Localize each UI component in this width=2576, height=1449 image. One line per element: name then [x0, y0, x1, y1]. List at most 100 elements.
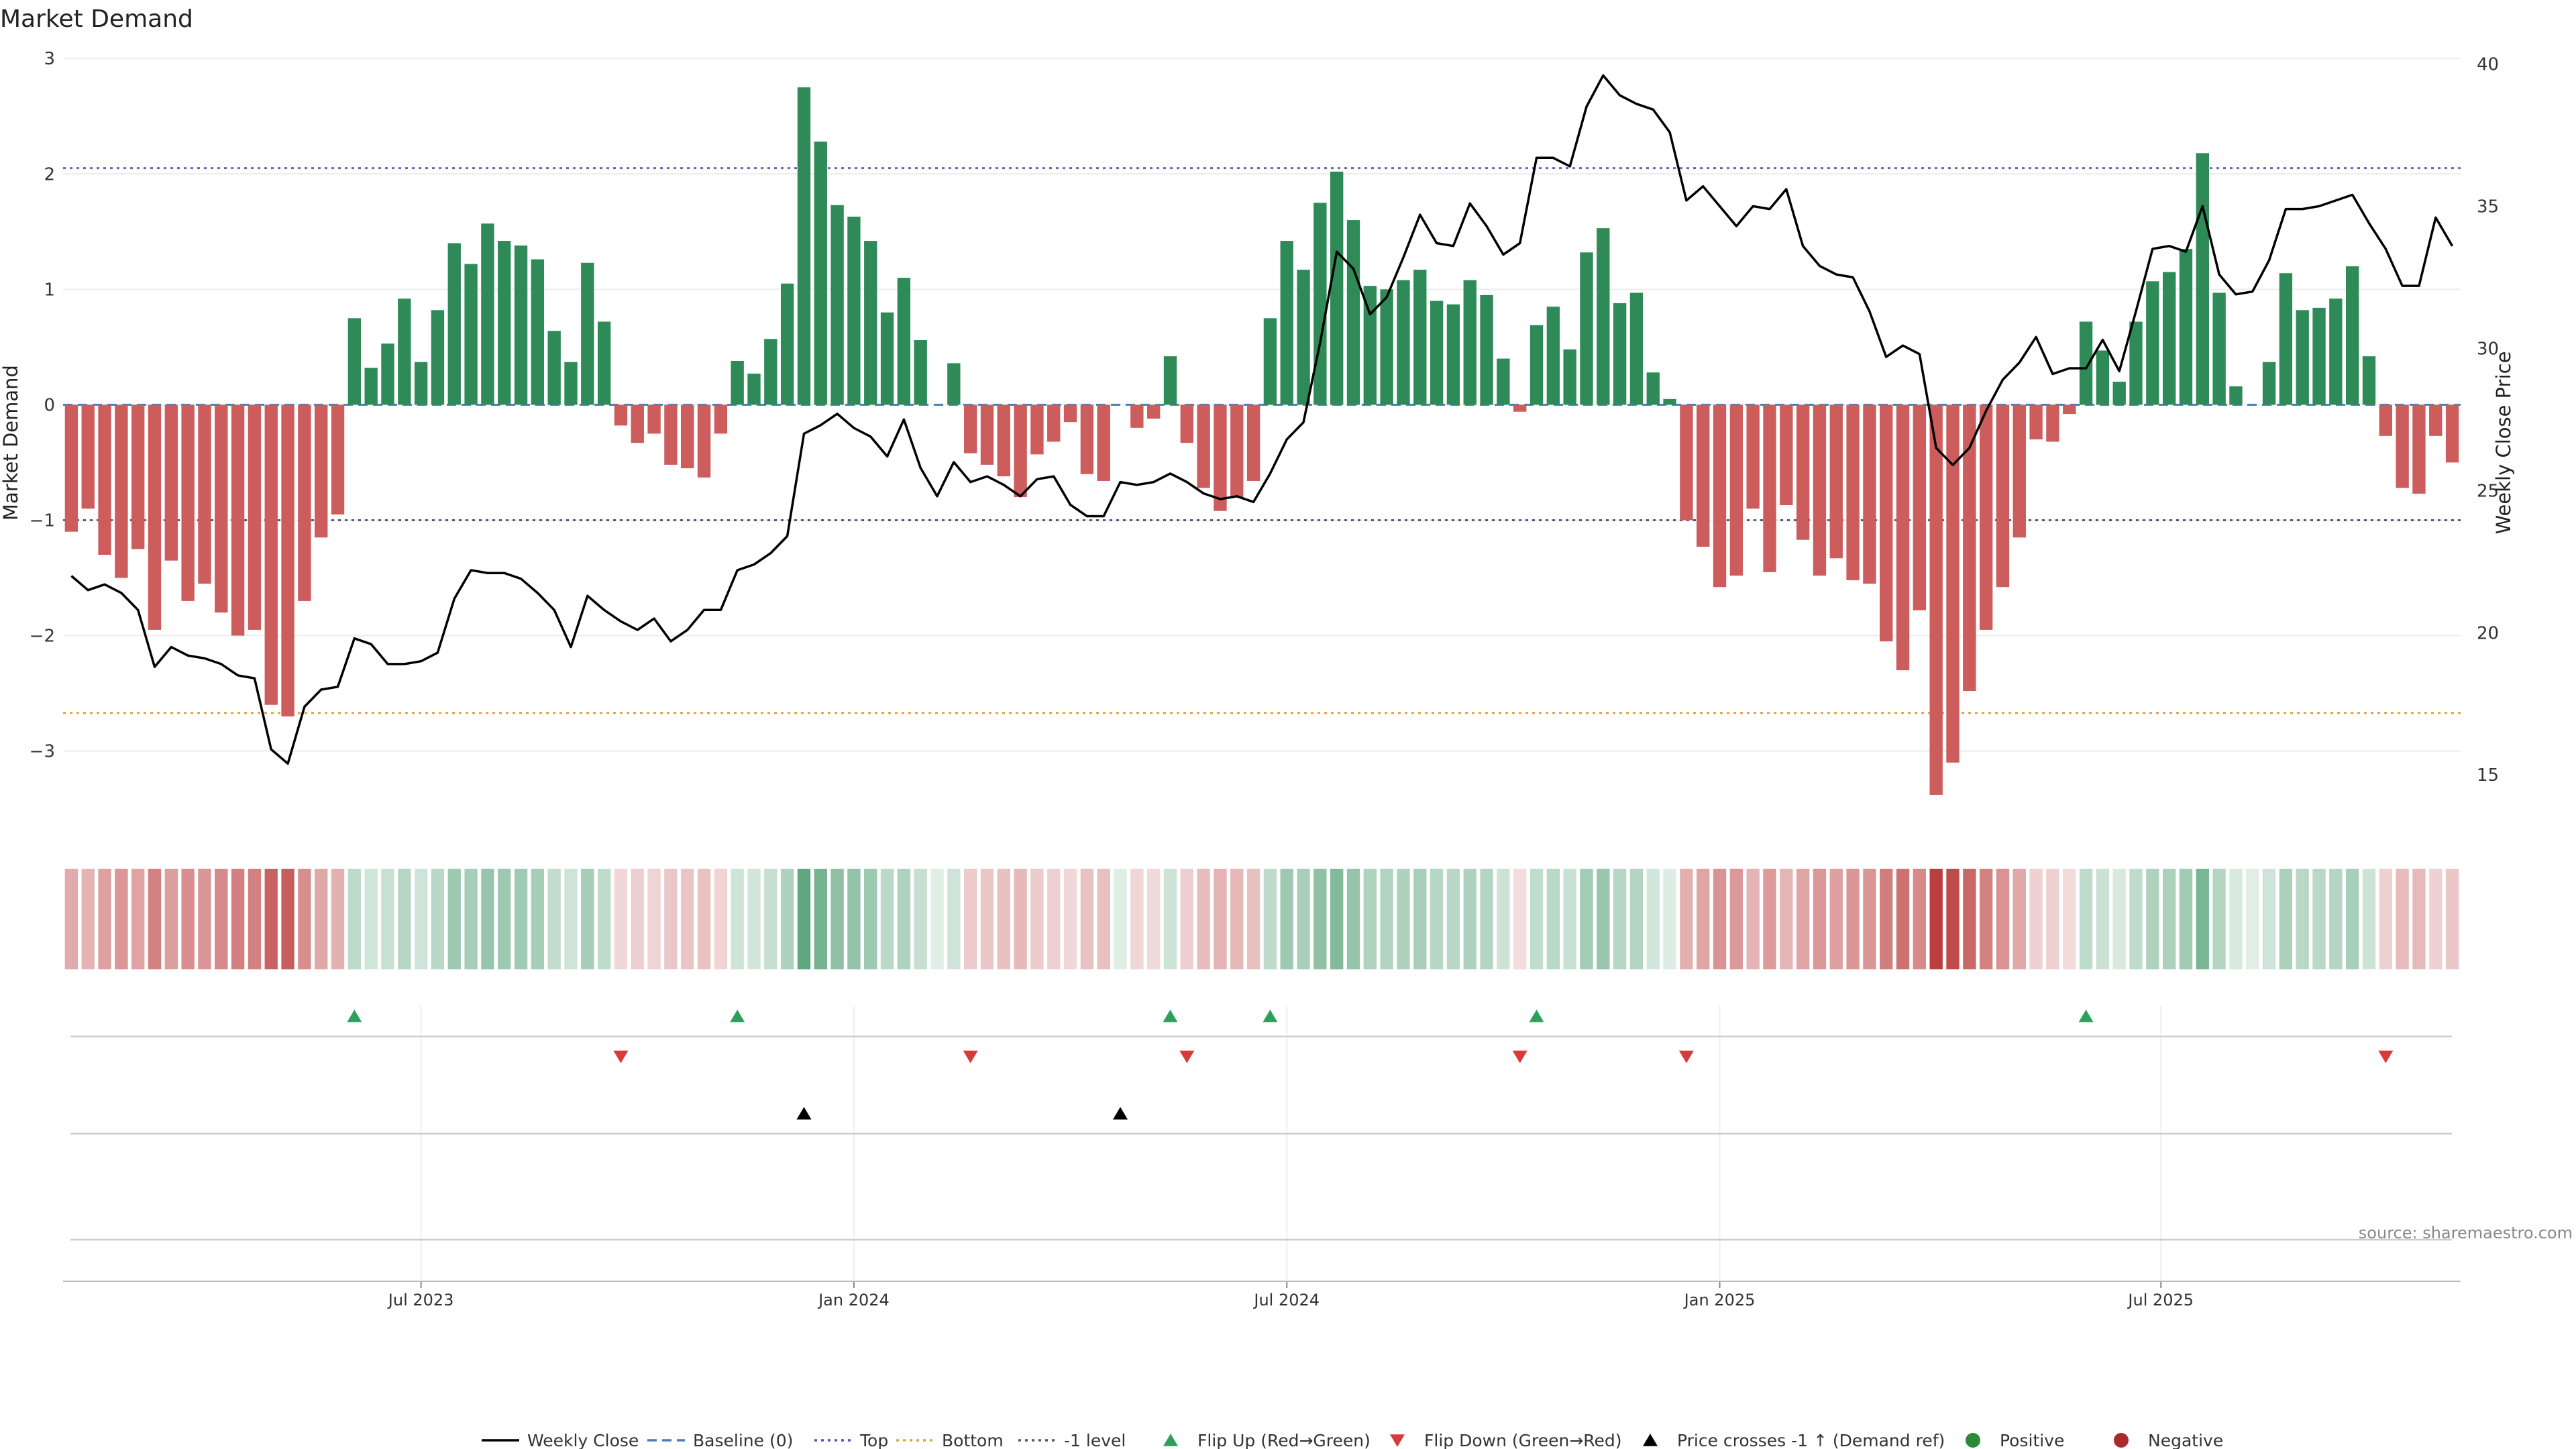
demand-bar — [1030, 405, 1044, 455]
legend-label: Weekly Close — [527, 1431, 639, 1449]
demand-bar — [281, 405, 294, 716]
demand-bar — [2262, 362, 2276, 405]
heat-cell — [1246, 869, 1260, 969]
demand-bar — [2196, 153, 2209, 405]
demand-bar — [1297, 270, 1310, 405]
x-tick-label: Jul 2023 — [387, 1291, 454, 1309]
legend: Weekly Close Baseline (0) Top Bottom -1 leve… — [482, 1431, 2223, 1449]
heat-cell — [464, 869, 478, 969]
demand-bar — [481, 223, 494, 405]
demand-bar — [1846, 405, 1860, 580]
x-axis: Jul 2023 Jan 2024 Jul 2024 Jan 2025 Jul 2025 — [63, 1281, 2461, 1309]
heat-cell — [2379, 869, 2392, 969]
heat-cell — [2212, 869, 2226, 969]
demand-bar — [181, 405, 195, 601]
demand-bar — [847, 216, 861, 405]
demand-bar — [1263, 318, 1277, 405]
heat-cell — [381, 869, 394, 969]
y-right-tick-label: 20 — [2477, 623, 2499, 643]
demand-bar — [1063, 405, 1077, 423]
legend-label: Bottom — [942, 1431, 1004, 1449]
demand-bar — [498, 241, 511, 405]
heat-cell — [2412, 869, 2426, 969]
heat-cell — [564, 869, 578, 969]
y-left-tick-label: 3 — [44, 49, 55, 69]
heat-cell — [231, 869, 245, 969]
heat-cell — [1629, 869, 1644, 969]
heat-cell — [1580, 869, 1593, 969]
x-tick-label: Jul 2025 — [2127, 1291, 2194, 1309]
weekly-close-line — [70, 74, 2454, 765]
heat-cell — [2012, 869, 2026, 969]
price-cross-marker — [796, 1107, 812, 1120]
heat-cell — [864, 869, 877, 969]
heat-cell — [2162, 869, 2176, 969]
demand-bar — [1413, 270, 1427, 405]
demand-bar — [963, 405, 977, 453]
demand-bar — [1863, 405, 1876, 584]
heat-cell — [1896, 869, 1910, 969]
heat-cell — [148, 869, 162, 969]
demand-bar — [2129, 321, 2143, 405]
heat-cell — [1529, 869, 1544, 969]
heat-cell — [364, 869, 378, 969]
demand-bar — [1597, 228, 1610, 405]
demand-bar — [1546, 307, 1560, 405]
heat-cell — [1380, 869, 1393, 969]
flip-up-marker — [730, 1010, 745, 1022]
chart-title: Market Demand — [0, 5, 193, 33]
demand-bar — [697, 405, 711, 478]
heat-cell — [1680, 869, 1693, 969]
demand-bar — [2179, 249, 2193, 405]
reference-lines — [63, 167, 2461, 714]
heat-cell — [1030, 869, 1044, 969]
heat-cell — [1214, 869, 1227, 969]
heat-cell — [1097, 869, 1110, 969]
y-axis-ticks: 3 2 1 0 −1 −2 −3 40 35 30 25 20 15 — [30, 49, 2499, 786]
demand-bar — [1529, 325, 1544, 405]
y-left-tick-label: 0 — [44, 395, 55, 415]
demand-bar — [1946, 405, 1960, 763]
heat-cell — [1446, 869, 1460, 969]
heat-cell — [1979, 869, 1993, 969]
demand-bar — [1313, 203, 1327, 405]
heat-cell — [797, 869, 811, 969]
price-cross-marker — [1113, 1107, 1128, 1120]
demand-bar — [1363, 286, 1377, 405]
heat-cell — [1813, 869, 1827, 969]
heat-cell — [2112, 869, 2126, 969]
heat-cell — [847, 869, 861, 969]
heat-cell — [331, 869, 345, 969]
demand-bar — [547, 331, 561, 405]
heat-cell — [697, 869, 711, 969]
heat-cell — [447, 869, 461, 969]
heat-cell — [1230, 869, 1244, 969]
heat-cell — [131, 869, 145, 969]
demand-bar — [2296, 310, 2309, 405]
heat-cell — [2396, 869, 2409, 969]
heat-cell — [264, 869, 278, 969]
demand-bar — [597, 321, 611, 405]
heat-cell — [2279, 869, 2293, 969]
heat-cell — [1180, 869, 1193, 969]
demand-bar — [1146, 405, 1161, 419]
demand-bar — [664, 405, 678, 465]
heat-cell — [1996, 869, 2010, 969]
heat-cell — [481, 869, 494, 969]
demand-bar — [2362, 356, 2376, 405]
y-right-tick-label: 35 — [2477, 197, 2499, 217]
demand-bar — [780, 283, 794, 405]
demand-bar — [2063, 405, 2076, 415]
heat-cell — [1346, 869, 1360, 969]
demand-bar — [264, 405, 278, 705]
demand-bar — [1446, 304, 1460, 405]
demand-bar — [1780, 405, 1793, 506]
legend-label: Flip Up (Red→Green) — [1197, 1431, 1371, 1449]
heat-cell — [2129, 869, 2143, 969]
demand-bar — [2379, 405, 2392, 436]
flip-down-marker — [1179, 1051, 1195, 1063]
heat-cell — [2096, 869, 2110, 969]
heat-cell — [1280, 869, 1293, 969]
demand-bar — [2146, 281, 2159, 405]
